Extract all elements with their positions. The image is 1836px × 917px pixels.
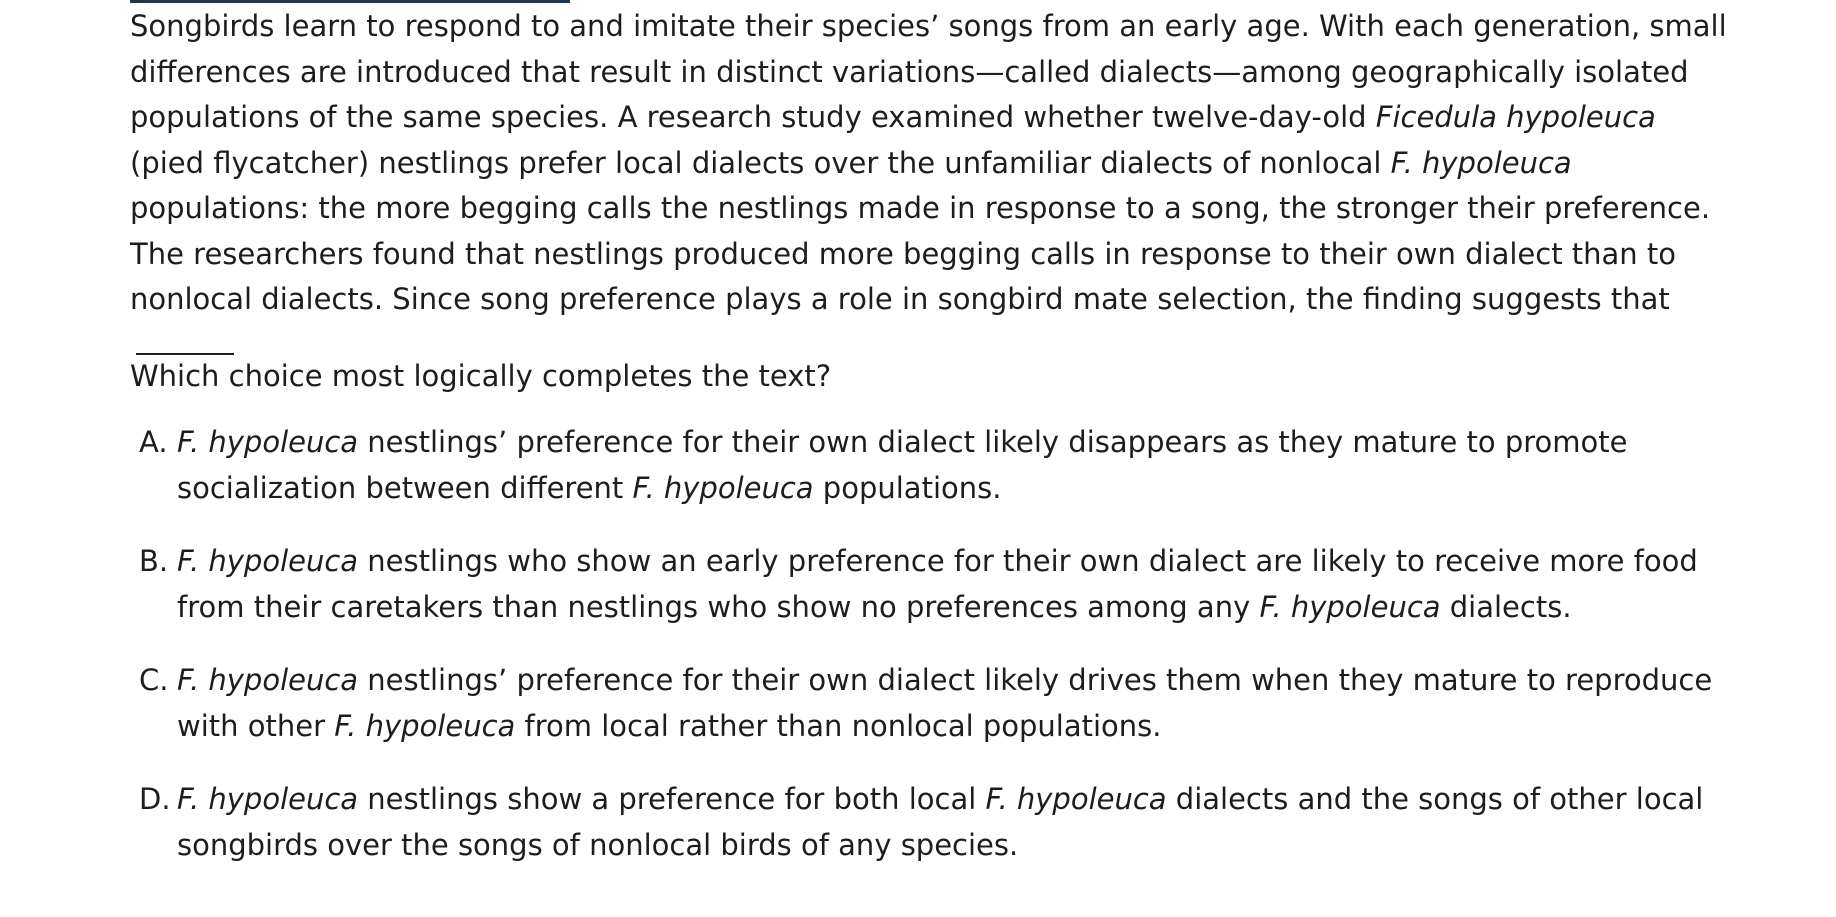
species-name-full: Ficedula hypoleuca <box>1375 100 1656 134</box>
choice-species: F. hypoleuca <box>177 544 359 578</box>
choice-text: nestlings show a preference for both loc… <box>358 782 986 816</box>
choice-text: nestlings’ preference for their own dial… <box>177 663 1713 743</box>
choice-a[interactable]: A. F. hypoleuca nestlings’ preference fo… <box>130 420 1750 511</box>
passage-sentence-1: Songbirds learn to respond to and imitat… <box>130 9 1727 134</box>
choice-text: populations. <box>813 470 1002 505</box>
choice-letter: D. <box>139 782 171 816</box>
choice-species: F. hypoleuca <box>177 425 359 459</box>
top-divider <box>130 0 570 3</box>
answer-choices: A. F. hypoleuca nestlings’ preference fo… <box>130 420 1750 896</box>
choice-b[interactable]: B. F. hypoleuca nestlings who show an ea… <box>130 539 1750 630</box>
choice-species: F. hypoleuca <box>177 663 359 697</box>
choice-letter: B. <box>139 544 169 578</box>
choice-text: nestlings who show an early preference f… <box>177 544 1698 624</box>
passage-sentence-3: populations: the more begging calls the … <box>130 191 1711 316</box>
choice-text: nestlings’ preference for their own dial… <box>177 425 1628 505</box>
choice-c[interactable]: C. F. hypoleuca nestlings’ preference fo… <box>130 658 1750 749</box>
question-prompt: Which choice most logically completes th… <box>130 359 832 393</box>
choice-letter: A. <box>139 425 168 459</box>
choice-species: F. hypoleuca <box>632 470 814 505</box>
choice-letter: C. <box>139 663 169 697</box>
choice-species: F. hypoleuca <box>1259 589 1441 624</box>
choice-d[interactable]: D. F. hypoleuca nestlings show a prefere… <box>130 777 1750 868</box>
answer-blank <box>136 325 234 355</box>
species-name-short: F. hypoleuca <box>1390 145 1572 180</box>
passage-sentence-2: (pied flycatcher) nestlings prefer local… <box>130 145 1391 180</box>
choice-species: F. hypoleuca <box>334 708 516 743</box>
choice-text: dialects. <box>1440 589 1572 624</box>
choice-species: F. hypoleuca <box>177 782 359 816</box>
passage-text: Songbirds learn to respond to and imitat… <box>130 4 1730 368</box>
choice-text: dialects and the songs of other local so… <box>177 782 1704 862</box>
choice-text: from local rather than nonlocal populati… <box>515 708 1162 743</box>
choice-species: F. hypoleuca <box>985 782 1167 816</box>
